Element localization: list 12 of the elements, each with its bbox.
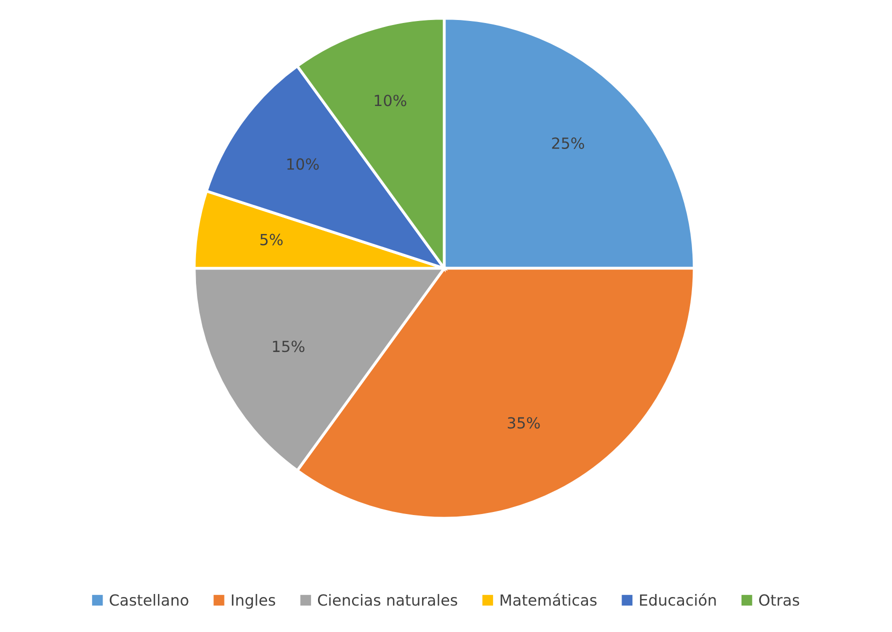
- legend-label: Matemáticas: [500, 593, 597, 606]
- data-label: 15%: [272, 340, 304, 352]
- data-label: 10%: [374, 94, 406, 106]
- legend-label: Educación: [640, 593, 716, 606]
- data-label: 5%: [260, 234, 283, 246]
- legend-label: Otras: [759, 594, 800, 606]
- data-label: 35%: [508, 417, 540, 429]
- data-label: 25%: [552, 137, 584, 149]
- legend-label: Ciencias naturales: [318, 594, 458, 606]
- data-label: 10%: [287, 158, 319, 170]
- legend-label: Castellano: [110, 594, 188, 606]
- legend-label: Ingles: [232, 594, 276, 609]
